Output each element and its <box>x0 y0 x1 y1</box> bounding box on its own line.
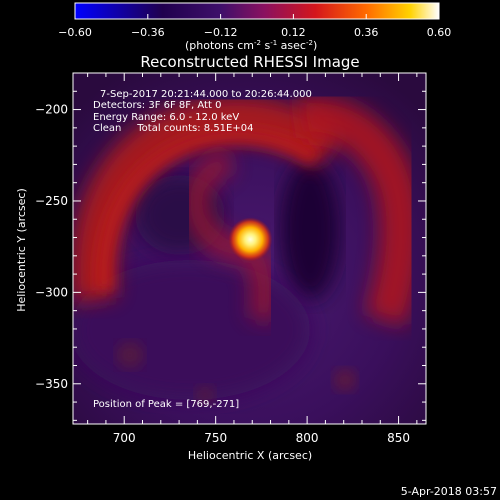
left-arc <box>73 96 344 304</box>
y-tick-label: −350 <box>35 377 68 391</box>
peak-source <box>228 217 273 262</box>
colorbar-tick-label: 0.60 <box>427 26 452 39</box>
peak-position: Position of Peak = [769,-271] <box>93 399 239 410</box>
x-axis-label: Heliocentric X (arcsec) <box>188 449 312 462</box>
y-tick-label: −200 <box>35 103 68 117</box>
y-tick-label: −250 <box>35 194 68 208</box>
x-tick-label: 700 <box>113 431 136 445</box>
y-tick-label: −300 <box>35 285 68 299</box>
right-arc <box>296 96 422 327</box>
left-arc-core <box>95 126 320 291</box>
y-axis-ticks: −200 −250 −300 −350 <box>35 72 426 421</box>
colorbar-tick-label: −0.60 <box>58 26 92 39</box>
colorbar <box>74 2 440 20</box>
clean-total-counts: Clean Total counts: 8.51E+04 <box>93 123 253 134</box>
x-axis-ticks: 700 750 800 850 <box>87 73 418 445</box>
x-tick-label: 850 <box>387 431 410 445</box>
plot-frame <box>72 72 427 425</box>
detectors-info: Detectors: 3F 6F 8F, Att 0 <box>93 100 221 111</box>
colorbar-unit-label: (photons cm-2 s-1 asec-2) <box>185 39 317 52</box>
time-range: 7-Sep-2017 20:21:44.000 to 20:26:44.000 <box>100 89 312 100</box>
colorbar-tick-label: 0.12 <box>281 26 306 39</box>
colorbar-tick-label: 0.36 <box>354 26 379 39</box>
chart-title: Reconstructed RHESSI Image <box>140 53 359 71</box>
image-area <box>73 73 426 424</box>
central-arc <box>183 147 278 325</box>
x-tick-label: 800 <box>296 431 319 445</box>
colorbar-tick-label: −0.12 <box>204 26 238 39</box>
colorbar-tick-label: −0.36 <box>131 26 165 39</box>
footer-date: 5-Apr-2018 03:57 <box>401 485 497 498</box>
y-axis-label: Heliocentric Y (arcsec) <box>15 188 28 312</box>
energy-range: Energy Range: 6.0 - 12.0 keV <box>93 112 239 123</box>
x-tick-label: 750 <box>204 431 227 445</box>
dark-lobe-right <box>280 160 340 300</box>
colorbar-ticks: −0.60 −0.36 −0.12 0.12 0.36 0.60 <box>58 14 451 39</box>
